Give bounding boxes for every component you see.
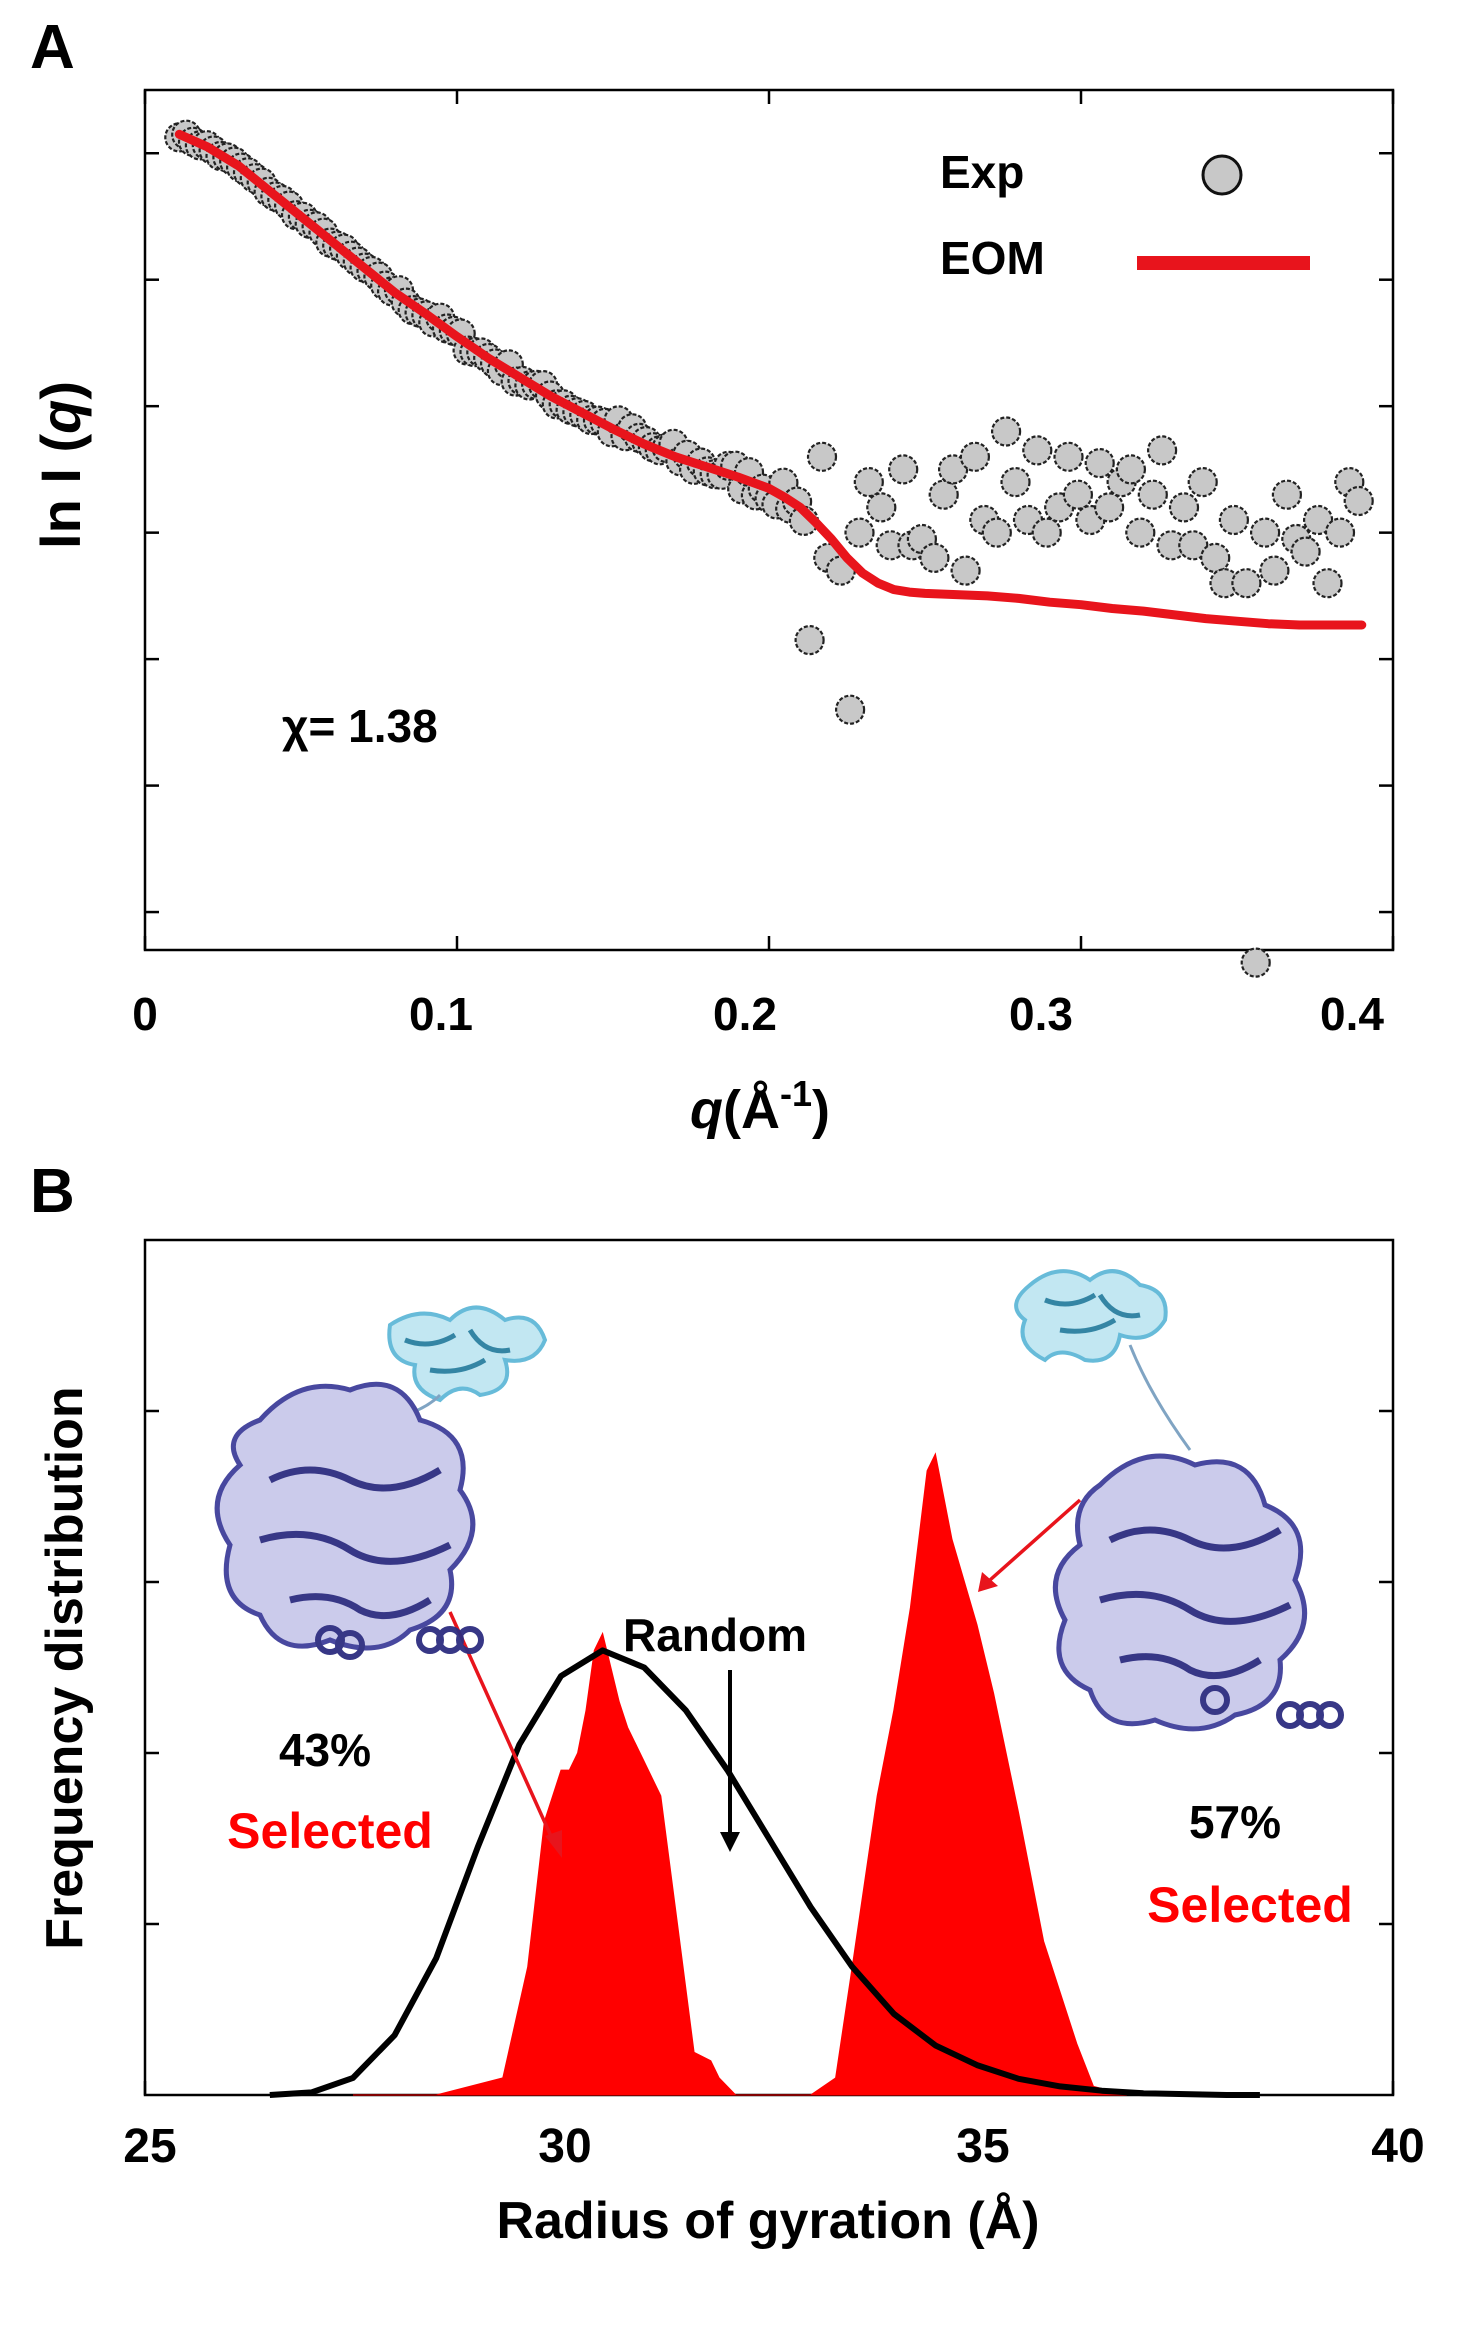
panel-b-xtick-label: 25 (123, 2120, 176, 2173)
left-selected-arrow-head (545, 1830, 562, 1858)
right-selected-arrow-head (978, 1572, 998, 1592)
panel-a-y-axis-label: ln I (q) (29, 381, 92, 549)
panel-b-xtick-label: 30 (538, 2120, 591, 2173)
exp-data-point (1168, 492, 1200, 523)
panel-b-x-axis-label: Radius of gyration (Å) (496, 2192, 1039, 2250)
legend-label-eom: EOM (940, 232, 1045, 284)
exp-data-point (1125, 517, 1156, 548)
legend-label-exp: Exp (940, 146, 1024, 198)
exp-data-point (1022, 435, 1053, 466)
exp-data-point (1249, 517, 1281, 548)
panel-b-xtick-label: 40 (1371, 2120, 1424, 2173)
exp-data-point (1146, 435, 1178, 466)
panel-a-xtick-label: 0.2 (713, 988, 777, 1040)
exp-data-point (1231, 568, 1262, 599)
panel-a-xtick-label: 0 (132, 988, 158, 1040)
panel-b-y-axis-label: Frequency distribution (36, 1386, 94, 1949)
panel-b-random-line (269, 1647, 1260, 2098)
panel-b-xtick-label: 35 (956, 2120, 1009, 2173)
panel-label-a: A (30, 13, 75, 82)
panel-a-eom-line (174, 129, 1367, 630)
panel-a-chi-annotation: χ= 1.38 (282, 700, 438, 752)
exp-data-point (853, 467, 884, 498)
exp-data-point (950, 555, 981, 586)
exp-data-point (1271, 479, 1303, 510)
exp-data-point (888, 454, 919, 485)
exp-data-point (1200, 542, 1231, 574)
exp-data-point (1093, 492, 1125, 523)
left-selected-label: Selected (227, 1803, 433, 1859)
protein-structure-left-image (214, 1305, 548, 1660)
left-percent-label: 43% (279, 1724, 371, 1776)
legend-marker-exp (1201, 154, 1243, 196)
exp-data-point (959, 441, 991, 472)
exp-data-point (806, 441, 838, 472)
right-selected-label: Selected (1147, 1877, 1353, 1933)
exp-data-point (1259, 555, 1290, 586)
exp-data-point (1031, 517, 1062, 548)
panel-a-xtick-label: 0.4 (1320, 988, 1384, 1040)
exp-data-point (1187, 467, 1218, 498)
exp-data-point (1115, 454, 1147, 485)
panel-a-xtick-label: 0.1 (409, 988, 473, 1040)
panel-a-x-axis-label: q(Å-1) (690, 1073, 830, 1140)
exp-data-point (1084, 448, 1115, 479)
exp-data-point (1240, 947, 1271, 978)
panel-label-b: B (30, 1157, 75, 1226)
exp-data-point (1324, 517, 1356, 548)
exp-data-point (928, 479, 959, 510)
panel-a-legend: Exp EOM (940, 146, 1310, 284)
random-label: Random (623, 1609, 807, 1661)
exp-data-point (919, 542, 950, 574)
right-selected-arrow (988, 1498, 1082, 1582)
random-arrow-head (720, 1832, 740, 1852)
panel-a-xtick-label: 0.3 (1009, 988, 1073, 1040)
protein-structure-right-image (1014, 1269, 1344, 1732)
panel-a-axis-ticks (143, 90, 1395, 950)
exp-data-point (794, 624, 825, 656)
exp-data-point (1290, 536, 1321, 567)
exp-data-point (866, 492, 897, 523)
exp-data-point (1062, 479, 1094, 510)
exp-data-point (1137, 479, 1168, 510)
exp-data-point (1343, 485, 1374, 517)
exp-data-point (844, 517, 875, 548)
exp-data-point (1312, 568, 1343, 599)
panel-a-scatter-chart: 0 0.1 0.2 0.3 0.4 q(Å-1) ln I (q) Exp EO… (29, 88, 1395, 1140)
exp-data-point (981, 517, 1012, 548)
right-percent-label: 57% (1189, 1796, 1281, 1848)
exp-data-point (1000, 467, 1031, 498)
exp-data-point (937, 454, 969, 485)
exp-data-point (990, 416, 1022, 447)
panel-b-selected-area (353, 1452, 1127, 2096)
panel-b-distribution-chart: 25 30 35 40 Radius of gyration (Å) Frequ… (36, 1238, 1425, 2250)
exp-data-point (1218, 504, 1250, 536)
exp-data-point (834, 694, 866, 725)
panel-a-plot-frame (143, 88, 1395, 952)
exp-data-point (1053, 441, 1084, 472)
